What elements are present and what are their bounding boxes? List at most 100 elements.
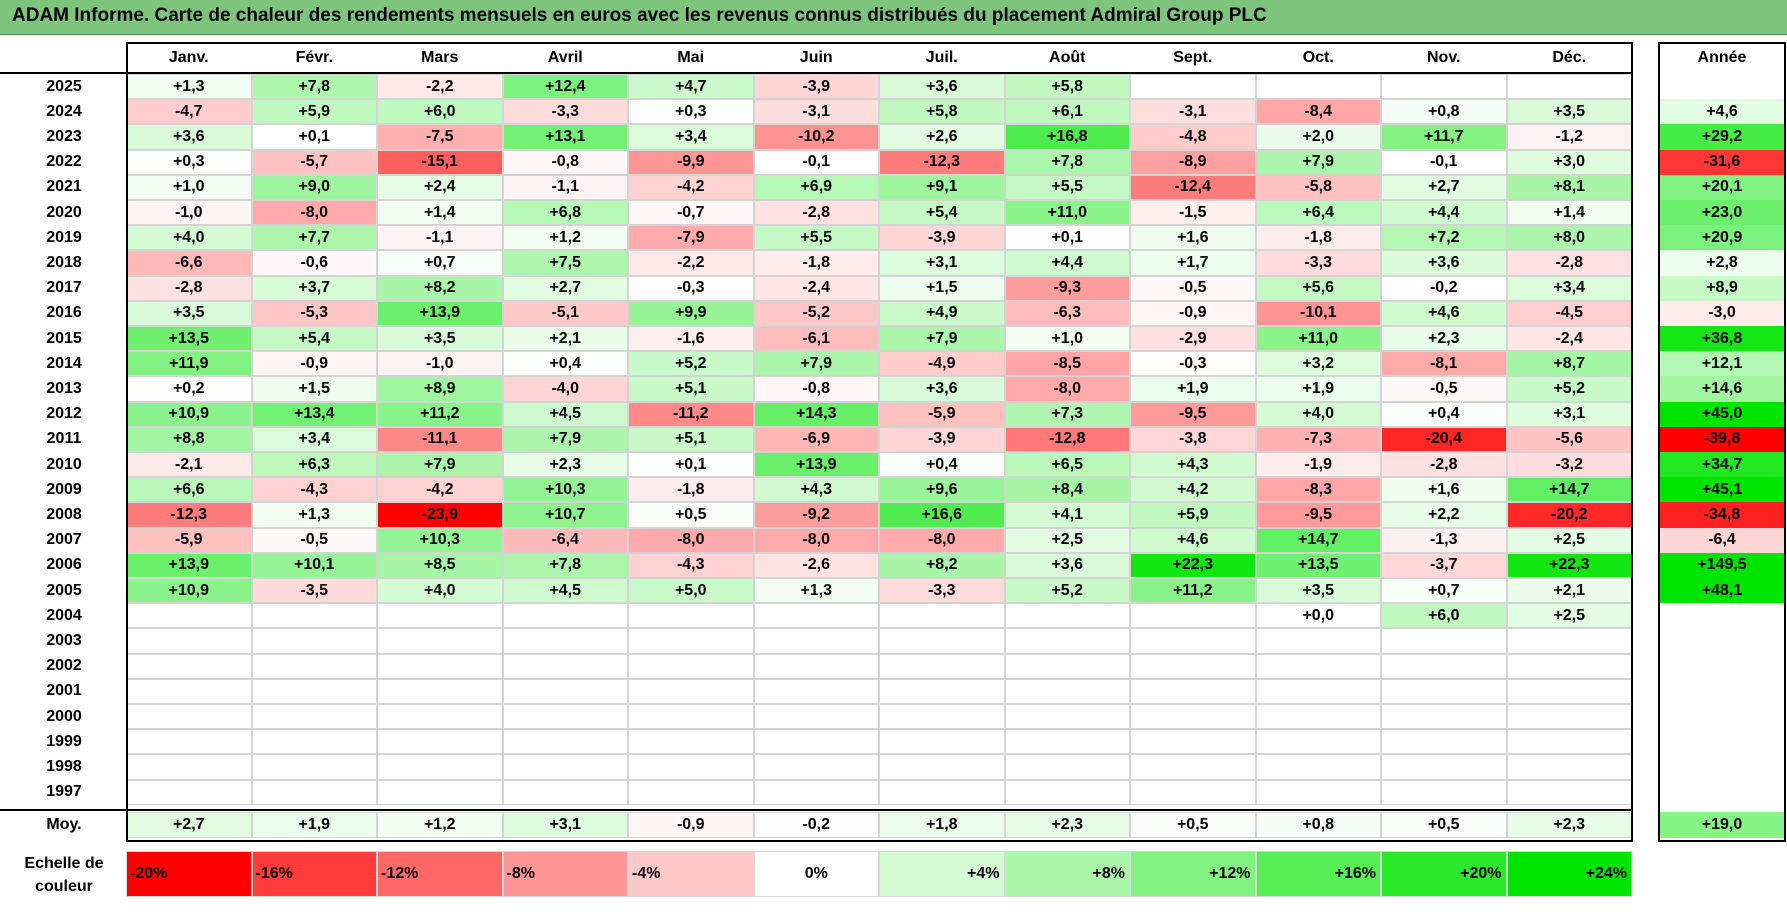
heatmap-cell: +3,1 — [879, 250, 1005, 276]
heatmap-cell: +1,3 — [251, 502, 377, 528]
heatmap-cell: +5,2 — [1506, 376, 1632, 402]
heatmap-cell — [126, 628, 252, 654]
column-header: Mai — [677, 49, 705, 66]
heatmap-cell: -11,2 — [628, 401, 754, 427]
heatmap-cell — [1506, 678, 1632, 704]
heatmap-cell: +6,3 — [251, 452, 377, 478]
heatmap-cell — [1381, 779, 1507, 805]
heatmap-cell: +3,2 — [1255, 351, 1381, 377]
heatmap-cell: -9,2 — [753, 502, 879, 528]
heatmap-cell: -1,6 — [628, 326, 754, 352]
heatmap-cell — [251, 704, 377, 730]
heatmap-cell: -8,0 — [251, 200, 377, 226]
heatmap-cell: -4,0 — [502, 376, 628, 402]
heatmap-cell — [377, 678, 503, 704]
heatmap-cell: -12,3 — [879, 149, 1005, 175]
heatmap-cell — [1130, 74, 1256, 100]
year-label: 2020 — [46, 203, 82, 221]
heatmap-cell — [1004, 603, 1130, 629]
heatmap-cell — [502, 678, 628, 704]
heatmap-cell — [502, 603, 628, 629]
heatmap-cell: +4,0 — [126, 225, 252, 251]
heatmap-cell: +7,7 — [251, 225, 377, 251]
heatmap-cell: -3,9 — [879, 426, 1005, 452]
heatmap-cell: +4,3 — [753, 477, 879, 503]
heatmap-cell — [1130, 603, 1256, 629]
heatmap-cell: -1,5 — [1130, 200, 1256, 226]
color-scale-stop: -4% — [628, 851, 754, 897]
heatmap-cell: -0,9 — [251, 351, 377, 377]
heatmap-cell — [753, 653, 879, 679]
annual-cell — [1660, 628, 1784, 654]
year-label: 2012 — [46, 405, 82, 423]
heatmap-cell: +2,5 — [1506, 603, 1632, 629]
heatmap-cell: +1,0 — [126, 174, 252, 200]
heatmap-cell: +0,2 — [126, 376, 252, 402]
year-label: 2007 — [46, 531, 82, 549]
heatmap-cell: +8,2 — [879, 552, 1005, 578]
heatmap-cell: +0,7 — [377, 250, 503, 276]
heatmap-cell: +5,9 — [251, 99, 377, 125]
heatmap-cell: +0,3 — [628, 99, 754, 125]
heatmap-cell: +5,1 — [628, 376, 754, 402]
column-header: Janv. — [168, 49, 209, 66]
heatmap-cell: +11,0 — [1255, 326, 1381, 352]
heatmap-cell: +9,0 — [251, 174, 377, 200]
heatmap-cell: +0,4 — [879, 452, 1005, 478]
average-cell: +1,2 — [377, 812, 503, 838]
heatmap-cell: +5,4 — [251, 326, 377, 352]
heatmap-cell: +8,1 — [1506, 174, 1632, 200]
color-scale-stop: +8% — [1004, 851, 1130, 897]
average-cell: +2,3 — [1506, 812, 1632, 838]
heatmap-cell: +8,7 — [1506, 351, 1632, 377]
annual-cell — [1660, 653, 1784, 679]
year-label: 2018 — [46, 253, 82, 271]
heatmap-cell: -7,5 — [377, 124, 503, 150]
heatmap-cell: +2,3 — [502, 452, 628, 478]
heatmap-cell — [1130, 628, 1256, 654]
heatmap-cell: -5,9 — [126, 527, 252, 553]
column-header: Févr. — [295, 49, 333, 66]
average-cell: +2,3 — [1004, 812, 1130, 838]
heatmap-cell: -2,6 — [753, 552, 879, 578]
average-annual-cell: +19,0 — [1660, 812, 1784, 838]
heatmap-cell: -5,1 — [502, 300, 628, 326]
heatmap-cell — [879, 729, 1005, 755]
heatmap-cell — [1381, 653, 1507, 679]
heatmap-cell — [1004, 628, 1130, 654]
color-scale-stop: +20% — [1381, 851, 1507, 897]
heatmap-cell — [1255, 704, 1381, 730]
heatmap-cell — [1130, 653, 1256, 679]
heatmap-cell: -3,8 — [1130, 426, 1256, 452]
heatmap-cell: -4,2 — [628, 174, 754, 200]
heatmap-cell: +0,4 — [502, 351, 628, 377]
heatmap-cell: -6,3 — [1004, 300, 1130, 326]
heatmap-cell — [1255, 754, 1381, 780]
heatmap-cell: -8,9 — [1130, 149, 1256, 175]
annual-cell: +8,9 — [1660, 275, 1784, 301]
heatmap-cell: -1,3 — [1381, 527, 1507, 553]
heatmap-cell: -8,3 — [1255, 477, 1381, 503]
heatmap-cell — [753, 754, 879, 780]
color-scale-stop: +12% — [1130, 851, 1256, 897]
heatmap-cell: +10,7 — [502, 502, 628, 528]
heatmap-cell: +3,5 — [126, 300, 252, 326]
heatmap-cell: -4,7 — [126, 99, 252, 125]
heatmap-cell — [126, 704, 252, 730]
annual-cell: -6,4 — [1660, 527, 1784, 553]
heatmap-cell — [1255, 678, 1381, 704]
heatmap-cell: +10,3 — [377, 527, 503, 553]
heatmap-cell — [1004, 779, 1130, 805]
heatmap-cell — [628, 678, 754, 704]
heatmap-cell — [628, 779, 754, 805]
heatmap-cell: -1,2 — [1506, 124, 1632, 150]
heatmap-cell: +22,3 — [1130, 552, 1256, 578]
heatmap-cell: -1,9 — [1255, 452, 1381, 478]
heatmap-cell: +5,1 — [628, 426, 754, 452]
heatmap-cell: +3,4 — [251, 426, 377, 452]
heatmap-cell — [502, 704, 628, 730]
heatmap-cell — [1130, 678, 1256, 704]
heatmap-cell: +1,3 — [126, 74, 252, 100]
heatmap-cell: +6,9 — [753, 174, 879, 200]
heatmap-cell: +2,7 — [1381, 174, 1507, 200]
